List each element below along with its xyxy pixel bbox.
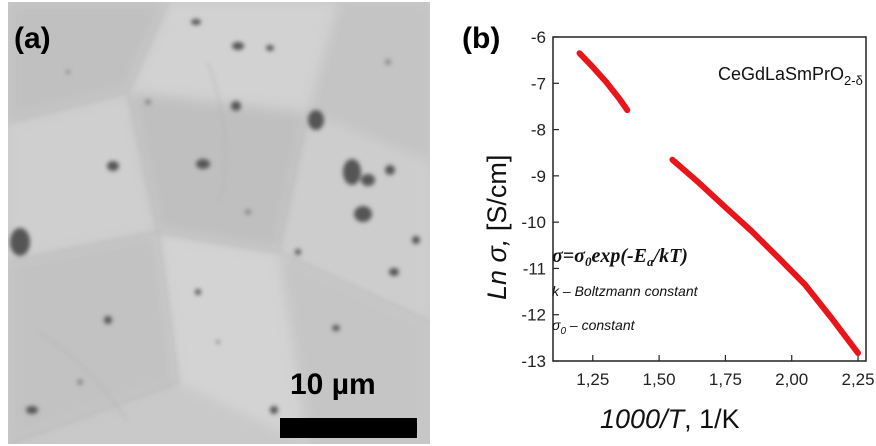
chart-title: CeGdLaSmPrO2-δ <box>718 64 863 88</box>
y-tick-label: -11 <box>523 259 546 278</box>
micrograph-image <box>8 2 430 444</box>
scale-bar <box>280 418 417 438</box>
y-tick-label: -7 <box>531 74 546 93</box>
boltzmann-note: k – Boltzmann constant <box>552 283 699 299</box>
sigma-constant-note: σ0 – constant <box>552 317 636 337</box>
scale-bar-label: 10 µm <box>290 368 376 401</box>
panel-label-a: (a) <box>14 22 51 55</box>
y-tick-label: -6 <box>531 28 546 47</box>
series-line-2 <box>669 156 861 357</box>
plot-frame <box>552 36 867 362</box>
x-tick-label: 2,00 <box>775 370 808 389</box>
x-axis-title: 1000/T, 1/K <box>600 404 740 434</box>
y-tick-label: -13 <box>521 352 546 371</box>
conductivity-chart: -6 -7 -8 -9 -10 -11 -12 -13 1,25 1,50 1,75 2,00 2,2… <box>482 28 875 434</box>
x-tick-label: 1,25 <box>576 370 609 389</box>
x-tick-label: 1,75 <box>709 370 742 389</box>
x-tick-label: 1,50 <box>643 370 676 389</box>
y-axis-title: Ln σ, [S/cm] <box>482 155 512 300</box>
y-tick-label: -9 <box>531 167 546 186</box>
equation-label: σ=σ0exp(-Ea/kT) <box>552 245 688 269</box>
y-tick-label: -12 <box>521 306 546 325</box>
sem-micrograph <box>8 2 430 444</box>
x-tick-label: 2,25 <box>841 370 874 389</box>
y-tick-label: -10 <box>521 213 546 232</box>
series-line-1 <box>576 50 631 114</box>
panel-label-b: (b) <box>462 22 501 55</box>
y-axis-ticks: -6 -7 -8 -9 -10 -11 -12 -13 <box>521 28 559 371</box>
y-tick-label: -8 <box>531 121 546 140</box>
data-series <box>576 50 861 357</box>
x-axis-ticks: 1,25 1,50 1,75 2,00 2,25 <box>576 355 875 389</box>
